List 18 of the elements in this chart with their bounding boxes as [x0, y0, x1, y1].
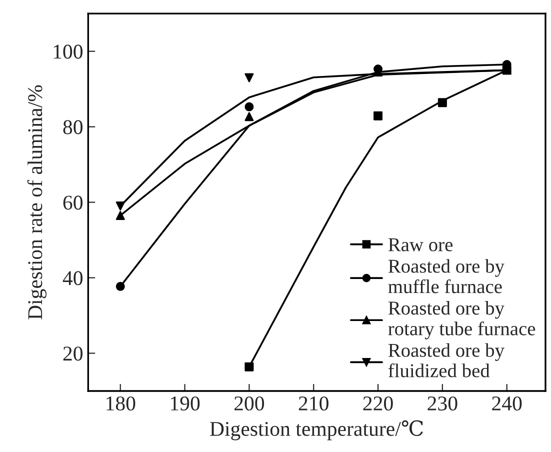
x-axis-title: Digestion temperature/℃	[210, 420, 423, 440]
y-tick-label: 60	[63, 196, 83, 210]
legend-label: Roasted ore by rotary tube furnace	[388, 301, 536, 340]
x-tick-label: 240	[492, 396, 522, 411]
x-tick-label: 180	[106, 396, 136, 411]
x-tick-label: 220	[363, 396, 393, 411]
y-tick-label: 100	[54, 44, 83, 59]
y-tick-label: 20	[63, 346, 83, 361]
y-tick-label: 80	[63, 120, 83, 134]
legend-label: Raw ore	[388, 238, 453, 252]
x-tick-label: 230	[428, 396, 458, 411]
x-tick-label: 200	[234, 396, 264, 411]
x-tick-label: 190	[170, 396, 200, 411]
y-axis-title: Digestion rate of alumina/%	[27, 85, 46, 320]
y-tick-label: 40	[62, 271, 83, 286]
legend-label: Roasted ore by fluidized bed	[388, 343, 504, 378]
x-tick-label: 210	[298, 396, 328, 411]
legend-label: Roasted ore by muffle furnace	[388, 259, 504, 294]
